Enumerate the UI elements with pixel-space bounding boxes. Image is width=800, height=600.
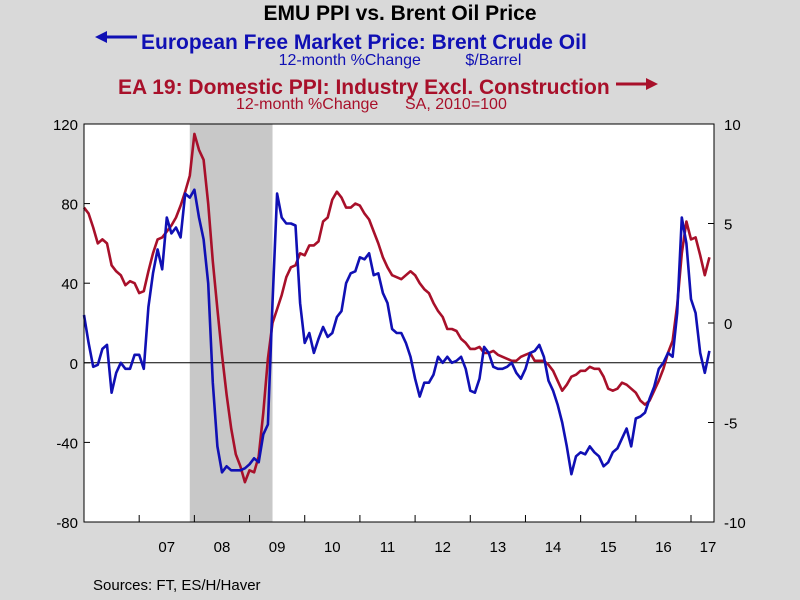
- x-tick-label: 16: [655, 539, 672, 556]
- x-tick-label: 11: [380, 539, 396, 556]
- source-note: Sources: FT, ES/H/Haver: [93, 577, 261, 594]
- ppi-series-name: EA 19: Domestic PPI: Industry Excl. Cons…: [118, 76, 610, 99]
- right-tick-label: -10: [724, 515, 746, 532]
- chart-title: EMU PPI vs. Brent Oil Price: [263, 2, 537, 25]
- brent-series-name: European Free Market Price: Brent Crude …: [141, 31, 587, 54]
- right-tick-label: 10: [724, 117, 741, 134]
- x-tick-label: 17: [700, 539, 717, 556]
- brent-series-units: 12-month %Change $/Barrel: [278, 52, 522, 69]
- right-tick-label: 5: [724, 217, 732, 234]
- x-tick-label: 10: [324, 539, 341, 556]
- x-tick-label: 08: [214, 539, 231, 556]
- ppi-series-line: [82, 132, 711, 484]
- left-tick-label: 120: [53, 117, 78, 134]
- x-tick-label: 15: [600, 539, 617, 556]
- right-tick-label: -5: [724, 416, 737, 433]
- brent-series-line: [82, 188, 711, 476]
- left-tick-label: 40: [61, 276, 78, 293]
- brent-series-label: European Free Market Price: Brent Crude …: [95, 31, 587, 55]
- left-tick-label: -40: [56, 435, 78, 452]
- right-arrow-icon: [615, 72, 662, 96]
- ppi-series-units: 12-month %Change SA, 2010=100: [236, 96, 507, 113]
- right-tick-label: 0: [724, 316, 732, 333]
- left-tick-label: -80: [56, 515, 78, 532]
- plot-border: [83, 123, 715, 523]
- x-tick-label: 09: [269, 539, 286, 556]
- x-tick-label: 13: [490, 539, 507, 556]
- left-arrow-icon: [95, 25, 141, 49]
- x-tick-label: 14: [545, 539, 562, 556]
- left-tick-label: 80: [61, 197, 78, 214]
- recession-shading: [189, 124, 273, 522]
- plot-area: [84, 124, 714, 522]
- x-tick-label: 12: [434, 539, 451, 556]
- x-tick-label: 07: [158, 539, 175, 556]
- ppi-series-label: EA 19: Domestic PPI: Industry Excl. Cons…: [118, 76, 662, 100]
- left-tick-label: 0: [70, 356, 78, 373]
